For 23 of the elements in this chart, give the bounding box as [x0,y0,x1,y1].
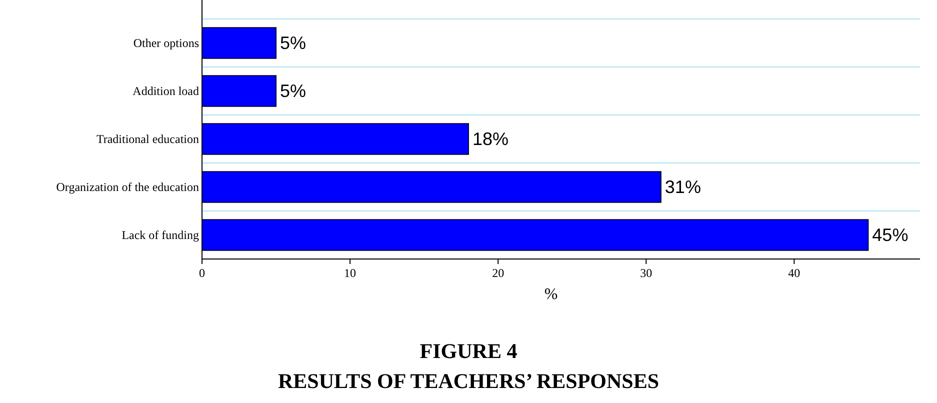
y-tick-label: Addition load [132,84,199,98]
x-axis-title: % [544,286,558,303]
x-tick-label: 10 [344,266,356,280]
y-tick-label: Organization of the education [56,180,199,194]
data-label: 18% [472,129,509,149]
bar [202,219,869,251]
y-tick-label: Lack of funding [122,228,199,242]
data-label: 5% [280,81,306,101]
text: FIGURE 4 [420,339,518,363]
data-label: 31% [664,177,701,197]
bar [202,171,662,203]
bar [202,75,277,107]
bar [202,123,469,155]
text: RESULTS OF TEACHERS’ RESPONSES [278,369,660,393]
x-tick-label: 20 [492,266,504,280]
x-tick-label: 30 [640,266,652,280]
x-tick-label: 40 [788,266,800,280]
y-tick-label: Other options [133,36,200,50]
y-tick-label: Traditional education [96,132,199,146]
data-label: 45% [872,225,908,245]
bar [202,27,277,59]
data-label: 5% [280,33,306,53]
x-tick-label: 0 [199,266,205,280]
